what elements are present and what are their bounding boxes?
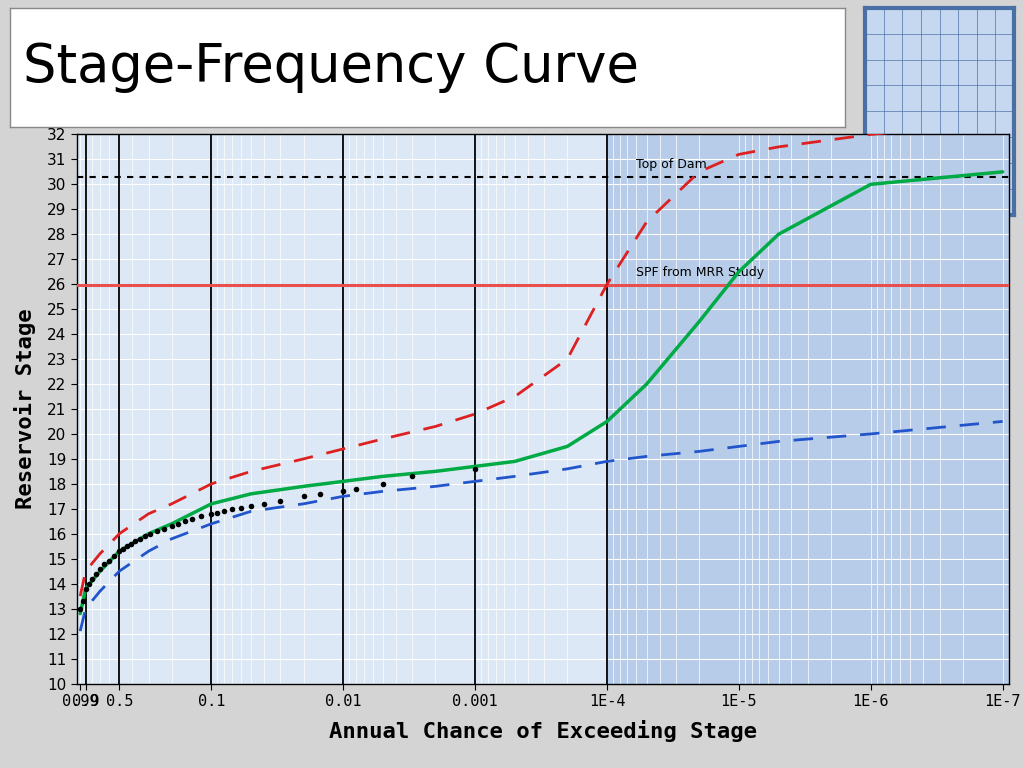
Point xyxy=(78,582,94,594)
Point xyxy=(164,520,180,532)
Point xyxy=(142,528,159,540)
Text: SPF from MRR Study: SPF from MRR Study xyxy=(636,266,764,280)
Point xyxy=(193,510,209,522)
Point xyxy=(272,495,289,508)
Point xyxy=(127,535,143,548)
Text: Stage-Frequency Curve: Stage-Frequency Curve xyxy=(23,41,639,93)
Point xyxy=(96,558,113,570)
Y-axis label: Reservoir Stage: Reservoir Stage xyxy=(14,309,36,509)
Text: Top of Dam: Top of Dam xyxy=(636,157,707,170)
Point xyxy=(216,505,232,518)
Point xyxy=(375,478,391,490)
Point xyxy=(92,562,109,574)
Point xyxy=(296,490,312,502)
Point xyxy=(176,515,193,528)
Point xyxy=(84,573,100,585)
Point xyxy=(348,483,365,495)
Point xyxy=(256,498,272,510)
Point xyxy=(203,508,219,520)
Point xyxy=(72,602,88,614)
Point xyxy=(136,530,153,542)
Point xyxy=(467,462,483,475)
Point xyxy=(123,538,139,550)
Bar xyxy=(607,134,1009,684)
Point xyxy=(148,525,165,538)
Point xyxy=(170,518,186,530)
Point xyxy=(88,568,104,580)
Point xyxy=(156,523,172,535)
Point xyxy=(115,542,131,554)
Point xyxy=(105,550,122,562)
Point xyxy=(335,485,351,498)
Point xyxy=(100,555,117,568)
Point xyxy=(184,513,201,525)
Point xyxy=(75,595,91,607)
Point xyxy=(131,533,147,545)
Point xyxy=(111,545,127,558)
Point xyxy=(404,470,421,482)
Point xyxy=(243,500,259,512)
X-axis label: Annual Chance of Exceeding Stage: Annual Chance of Exceeding Stage xyxy=(329,720,757,742)
Point xyxy=(209,506,225,518)
Point xyxy=(119,540,135,552)
Point xyxy=(312,488,329,500)
Point xyxy=(223,503,240,515)
Point xyxy=(232,502,249,514)
Point xyxy=(81,578,97,590)
